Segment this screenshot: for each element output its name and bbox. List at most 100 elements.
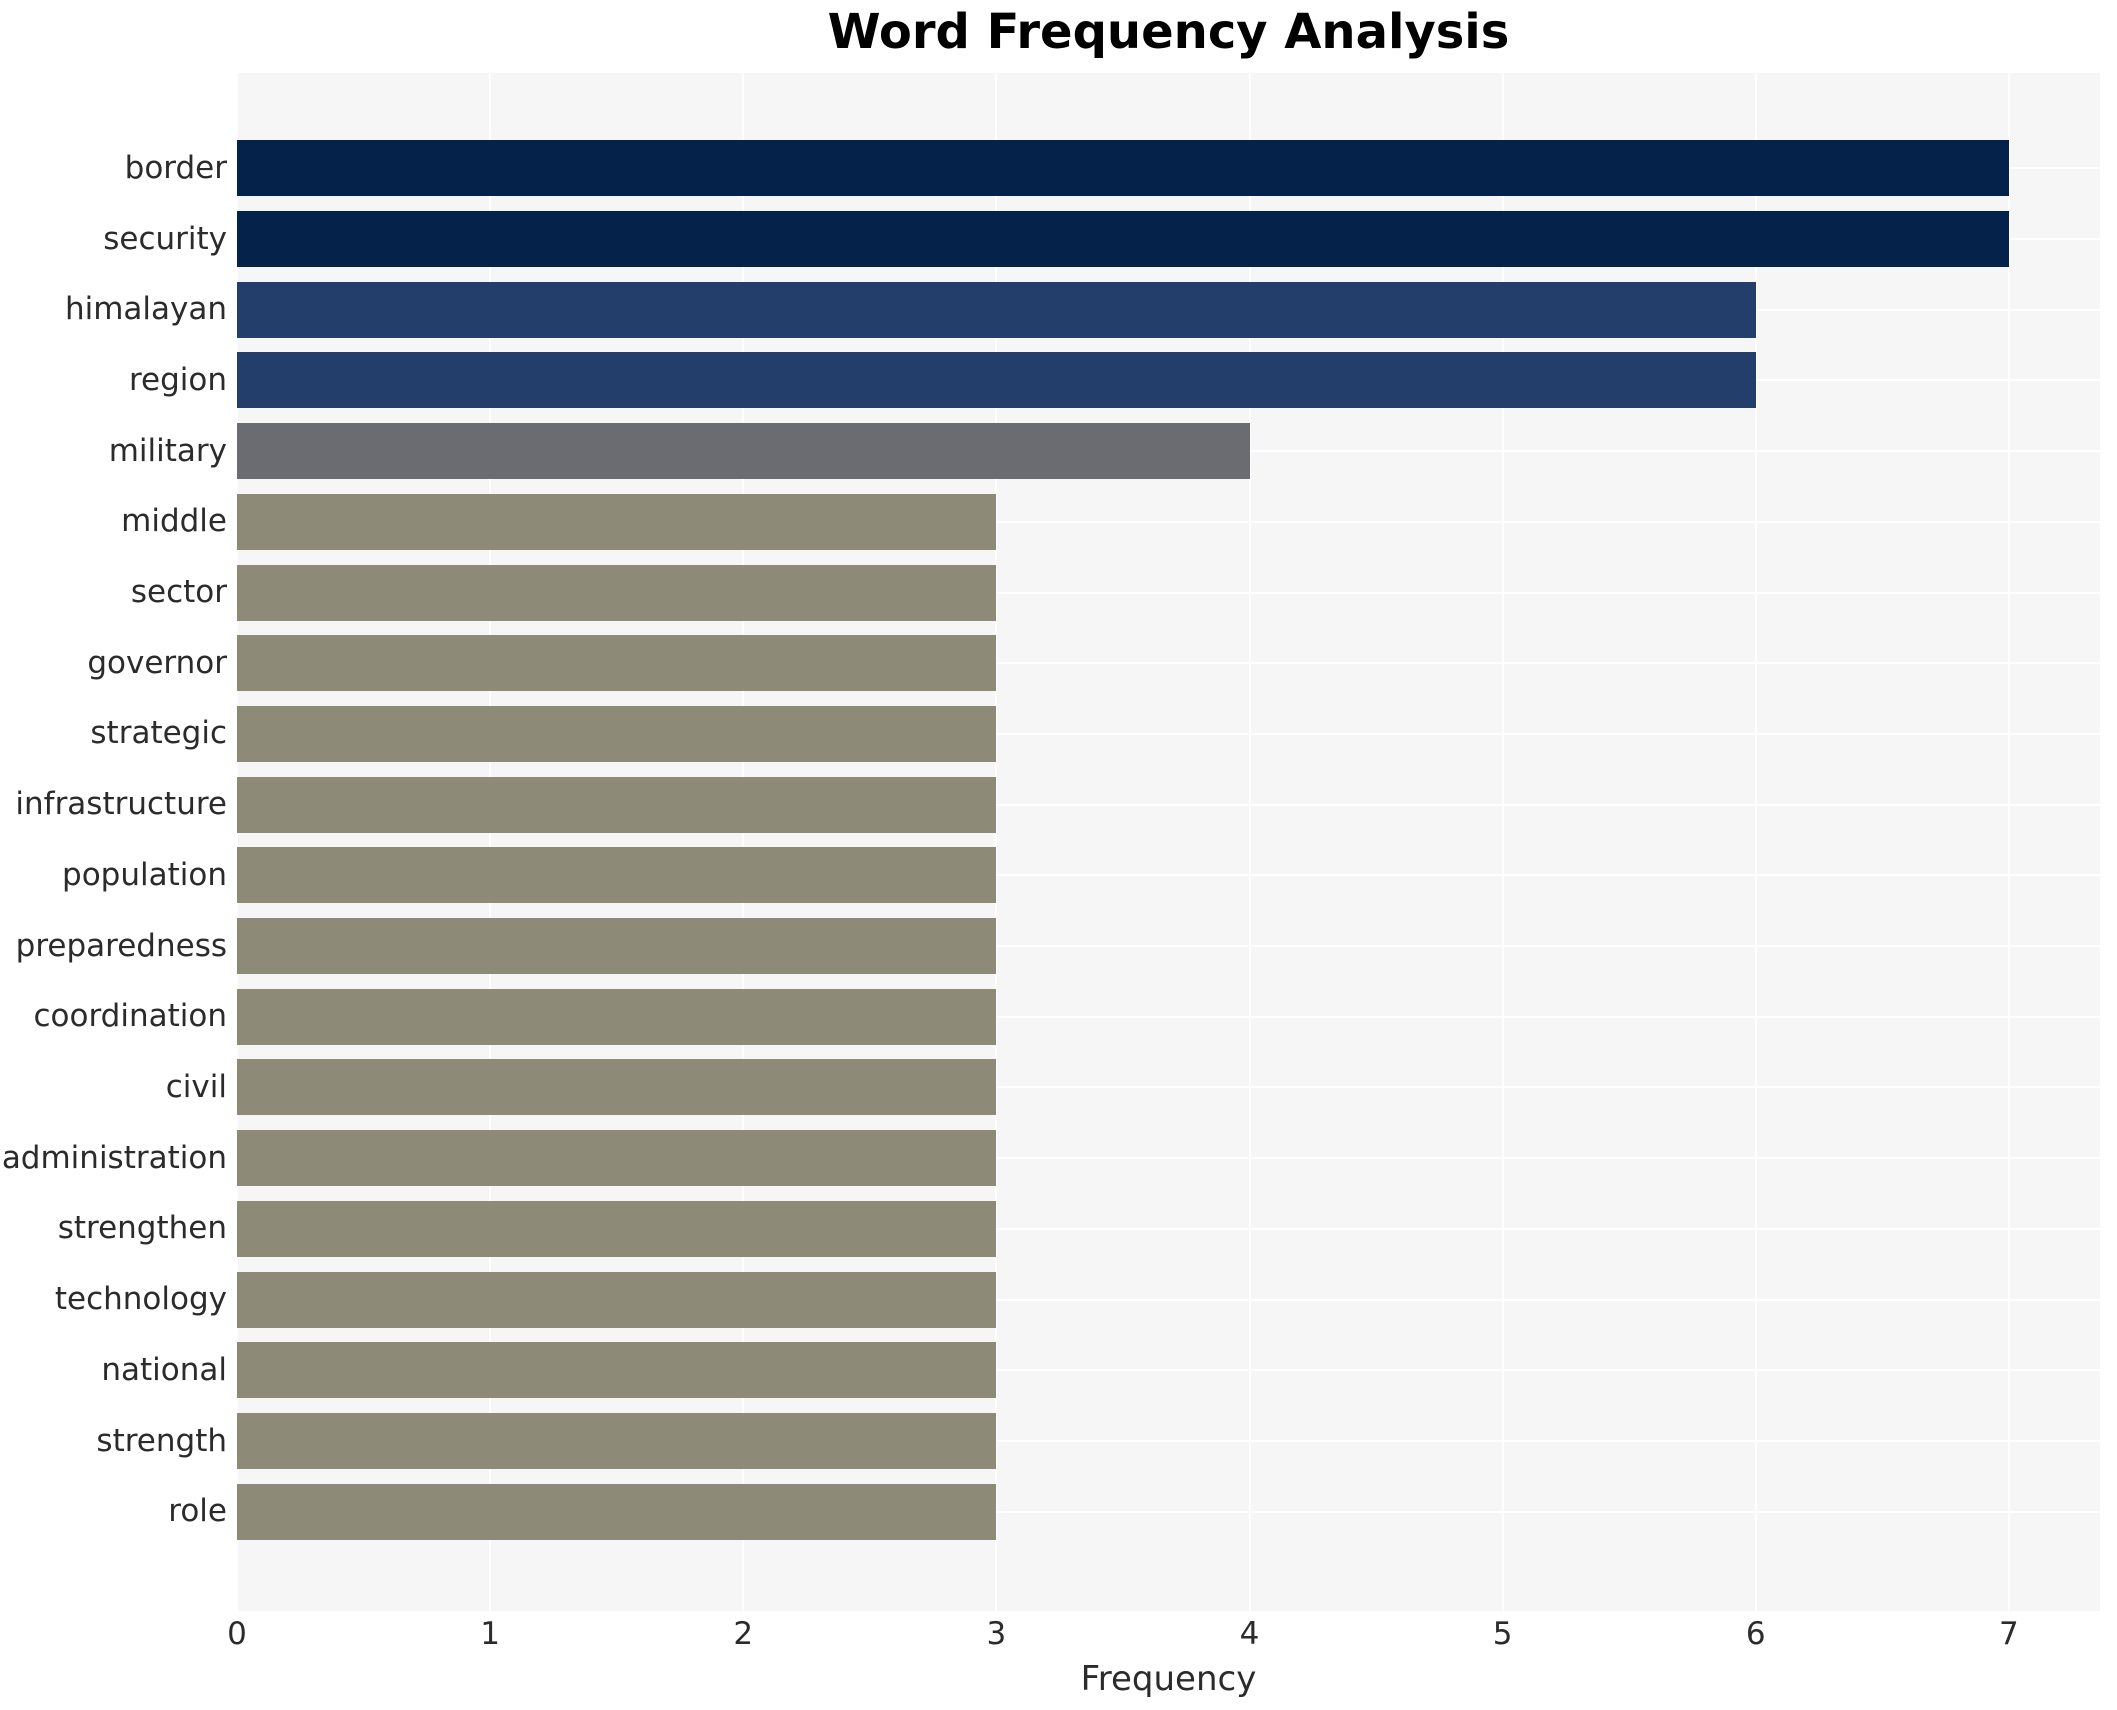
bar [237, 281, 1756, 338]
category-label: civil [165, 1068, 227, 1105]
vertical-gridline [1501, 73, 1504, 1611]
category-label: governor [87, 644, 227, 681]
bar-row: preparedness [0, 911, 2100, 982]
bar-track [237, 133, 2100, 204]
category-label: strengthen [57, 1210, 227, 1247]
bar [237, 635, 997, 692]
bar [237, 352, 1756, 409]
bar [237, 1130, 997, 1187]
x-tick-label: 2 [733, 1616, 754, 1652]
x-tick-label: 1 [480, 1616, 500, 1652]
bar-track [237, 1335, 2100, 1406]
bar [237, 705, 997, 762]
bar-track [237, 981, 2100, 1052]
bar-row: region [0, 345, 2100, 416]
horizontal-gridline [237, 1440, 2100, 1442]
x-tick-label: 0 [227, 1616, 247, 1652]
bar-track [237, 1194, 2100, 1265]
horizontal-gridline [237, 1510, 2100, 1513]
bar-track [237, 1406, 2100, 1477]
category-label: infrastructure [15, 786, 227, 823]
bar-track [237, 769, 2100, 840]
x-tick-label: 3 [986, 1616, 1007, 1652]
horizontal-gridline [237, 874, 2100, 877]
bar-row: himalayan [0, 274, 2100, 345]
horizontal-gridline [237, 1086, 2100, 1089]
bar-row: population [0, 840, 2100, 911]
x-tick-label: 7 [1999, 1616, 2019, 1652]
x-axis-label: Frequency [1080, 1659, 1257, 1699]
horizontal-gridline [237, 520, 2100, 523]
chart-title: Word Frequency Analysis [827, 4, 1510, 60]
bar-track [237, 416, 2100, 487]
bar-rows-container: border security himalayan region military mid… [0, 73, 2100, 1611]
category-label: strength [96, 1422, 227, 1459]
bar [237, 1342, 997, 1399]
bar [237, 423, 1250, 480]
horizontal-gridline [237, 1298, 2100, 1301]
bar-row: coordination [0, 981, 2100, 1052]
bar [237, 211, 2009, 268]
bar-row: administration [0, 1123, 2100, 1194]
category-label: strategic [90, 715, 227, 752]
bar [237, 988, 997, 1045]
bar-row: infrastructure [0, 769, 2100, 840]
horizontal-gridline [237, 1369, 2100, 1372]
horizontal-gridline [237, 591, 2100, 594]
bar-row: governor [0, 628, 2100, 699]
bar-row: role [0, 1476, 2100, 1547]
category-label: national [101, 1351, 227, 1388]
bar-row: strategic [0, 699, 2100, 770]
bar-track [237, 204, 2100, 275]
horizontal-gridline [237, 1015, 2100, 1018]
category-label: administration [1, 1139, 227, 1176]
horizontal-gridline [237, 1157, 2100, 1160]
bar [237, 1483, 997, 1540]
vertical-gridline [995, 73, 998, 1611]
bar [237, 1200, 997, 1257]
bar [237, 776, 997, 833]
bar [237, 1413, 997, 1469]
category-label: middle [121, 503, 227, 540]
bar [237, 1059, 997, 1116]
category-label: coordination [33, 998, 228, 1035]
bar-track [237, 487, 2100, 558]
bar-row: sector [0, 557, 2100, 628]
vertical-gridline [1248, 73, 1251, 1611]
bar-row: strength [0, 1406, 2100, 1477]
vertical-gridline [2007, 73, 2010, 1611]
category-label: role [168, 1493, 227, 1530]
bar-row: national [0, 1335, 2100, 1406]
bar-track [237, 628, 2100, 699]
x-axis-ticks: 0 1 2 3 4 5 6 7 [227, 1616, 2100, 1655]
bar-row: technology [0, 1264, 2100, 1335]
vertical-gridline [1754, 73, 1757, 1611]
vertical-gridline [742, 73, 745, 1611]
bar-row: civil [0, 1052, 2100, 1123]
category-label: border [124, 149, 227, 186]
vertical-gridline [236, 73, 238, 1611]
category-label: security [103, 220, 227, 257]
bar-track [237, 1476, 2100, 1547]
horizontal-gridline [237, 803, 2100, 806]
category-label: region [128, 361, 227, 398]
category-label: himalayan [64, 291, 227, 328]
bar [237, 1271, 997, 1328]
x-tick-label: 5 [1492, 1616, 1513, 1652]
bar [237, 847, 997, 904]
bar-track [237, 840, 2100, 911]
bar-track [237, 557, 2100, 628]
bar [237, 140, 2009, 197]
category-label: sector [130, 574, 227, 611]
bar-row: border [0, 133, 2100, 204]
category-label: population [62, 856, 227, 893]
bar-row: middle [0, 487, 2100, 558]
bar [237, 564, 997, 621]
x-tick-label: 4 [1239, 1616, 1260, 1652]
bar-row: security [0, 204, 2100, 275]
bar-track [237, 911, 2100, 982]
horizontal-gridline [237, 662, 2100, 665]
category-label: preparedness [15, 927, 227, 964]
bar-row: military [0, 416, 2100, 487]
